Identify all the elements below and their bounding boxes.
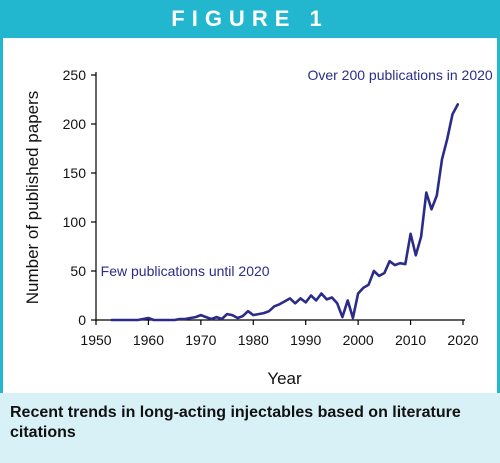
y-tick-label: 100	[63, 214, 87, 230]
series-line	[110, 103, 460, 322]
figure-caption: Recent trends in long-acting injectables…	[10, 404, 461, 441]
figure-header: FIGURE 1	[0, 0, 500, 38]
x-tick-label: 2010	[395, 332, 426, 348]
y-tick-label: 250	[63, 67, 87, 83]
y-tick-label: 0	[78, 312, 86, 328]
caption-band: Recent trends in long-acting injectables…	[0, 393, 500, 463]
x-tick-label: 2000	[343, 332, 374, 348]
chart-annotation: Few publications until 2020	[101, 263, 270, 279]
x-tick-label: 2020	[447, 332, 478, 348]
x-tick-label: 1980	[238, 332, 269, 348]
x-tick-label: 1960	[133, 332, 164, 348]
chart-area: 0 50 100 150 200 250 1950 1960 1970 1980 1990 2000 2…	[3, 38, 497, 393]
y-tick-label: 50	[70, 263, 86, 279]
y-tick-label: 200	[63, 116, 87, 132]
x-tick-label: 1970	[185, 332, 216, 348]
x-axis-label: Year	[267, 369, 302, 388]
line-chart: 0 50 100 150 200 250 1950 1960 1970 1980 1990 2000 2…	[23, 67, 493, 388]
x-tick-label: 1990	[290, 332, 321, 348]
x-tick-label: 1950	[80, 332, 111, 348]
y-axis-label: Number of published papers	[23, 91, 42, 305]
chart-annotation: Over 200 publications in 2020	[307, 67, 492, 83]
y-tick-label: 150	[63, 165, 87, 181]
